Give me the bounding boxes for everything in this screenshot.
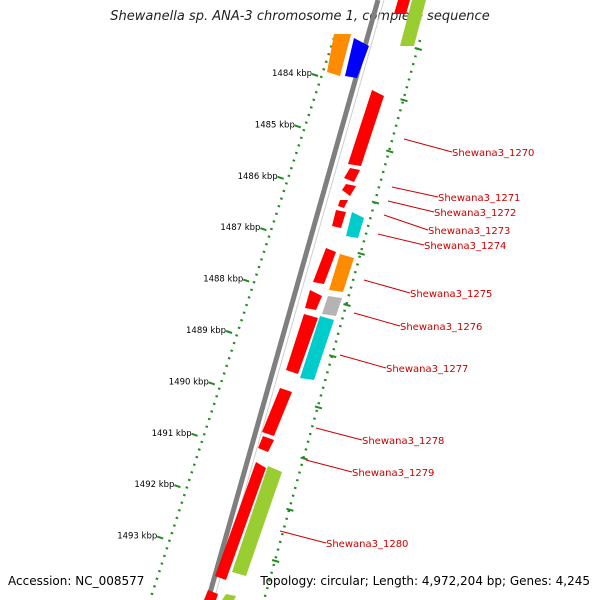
- kbp-label: 1487 kbp: [220, 223, 260, 233]
- kbp-tick: [208, 381, 216, 386]
- cds-shewana3-1279: [215, 462, 266, 580]
- leader-1271: [391, 186, 439, 198]
- inner-tick: [286, 507, 294, 512]
- cds-red-1278b: [258, 436, 274, 452]
- inner-tick: [328, 354, 337, 359]
- gene-label: Shewana3_1277: [386, 364, 468, 375]
- kbp-label: 1490 kbp: [169, 377, 209, 387]
- label-leaders: [279, 138, 453, 544]
- gene-labels: Shewana3_1270 Shewana3_1271 Shewana3_1272 S…: [326, 148, 534, 550]
- leader-1278: [315, 427, 363, 441]
- gene-features: [204, 0, 426, 600]
- inner-tick: [271, 559, 280, 563]
- kbp-tick: [277, 175, 284, 180]
- inner-tick: [314, 405, 323, 410]
- kbp-tick: [294, 124, 302, 129]
- topology-summary: Topology: circular; Length: 4,972,204 bp…: [260, 574, 590, 588]
- kbp-tick: [225, 330, 233, 334]
- cds-shewana3-1272: [342, 184, 356, 196]
- inner-tick: [414, 47, 423, 51]
- leader-1272: [387, 200, 435, 213]
- gene-label: Shewana3_1273: [428, 226, 510, 237]
- cds-red-1276a: [305, 290, 322, 310]
- kbp-tick: [311, 73, 319, 77]
- chromosome-backbone: [205, 0, 381, 600]
- kbp-tick: [156, 535, 164, 540]
- kbp-label: 1488 kbp: [203, 275, 243, 285]
- cds-shewana3-1276: [322, 296, 342, 316]
- cds-shewana3-1278: [262, 388, 292, 436]
- cds-shewana3-1273: [338, 200, 348, 208]
- gene-label: Shewana3_1271: [438, 193, 520, 204]
- gene-label: Shewana3_1280: [326, 539, 408, 550]
- leader-1276: [353, 312, 401, 327]
- inner-tick: [357, 251, 365, 256]
- gene-label: Shewana3_1275: [410, 289, 492, 300]
- inner-tick: [300, 456, 308, 461]
- gene-label: Shewana3_1279: [352, 468, 434, 479]
- leader-1280: [279, 530, 327, 544]
- gene-label: Shewana3_1276: [400, 322, 482, 333]
- gene-label: Shewana3_1278: [362, 436, 444, 447]
- leader-1274: [377, 233, 425, 246]
- cds-red-1275a: [313, 248, 336, 284]
- kbp-tick: [242, 278, 250, 283]
- inner-track-ticks: [271, 47, 423, 563]
- cds-shewana3-1270: [348, 90, 384, 166]
- inner-tick: [385, 149, 394, 154]
- inner-scale-track: [262, 39, 422, 600]
- leader-1270: [403, 138, 453, 153]
- kbp-tick: [260, 227, 267, 232]
- gene-label: Shewana3_1274: [424, 241, 506, 252]
- cds-orange-1: [327, 34, 351, 76]
- cds-green-top: [400, 0, 426, 46]
- cds-shewana3-1274: [346, 212, 364, 238]
- kbp-label: 1493 kbp: [117, 532, 157, 542]
- cds-shewana3-1271: [344, 168, 360, 182]
- cds-shewana3-1280: [232, 466, 282, 576]
- cds-green-bottom: [222, 594, 236, 600]
- kbp-tick: [191, 432, 198, 437]
- cds-shewana3-1275: [329, 254, 354, 292]
- kbp-label: 1489 kbp: [186, 326, 226, 336]
- gene-label: Shewana3_1270: [452, 148, 534, 159]
- inner-tick: [400, 98, 408, 103]
- inner-tick: [343, 303, 351, 307]
- kbp-label: 1485 kbp: [255, 120, 295, 130]
- cds-red-1277a: [286, 314, 318, 374]
- accession-text: Accession: NC_008577: [8, 574, 145, 588]
- cds-shewana3-1277: [300, 316, 334, 380]
- leader-1273: [383, 214, 429, 231]
- cds-red-bottom: [204, 590, 218, 600]
- cds-red-1274a: [332, 210, 346, 228]
- cds-blue-1: [345, 38, 369, 78]
- kbp-label: 1484 kbp: [272, 69, 312, 79]
- inner-tick: [371, 200, 380, 205]
- kbp-ticks: 1484 kbp 1485 kbp 1486 kbp 1487 kbp 1488 kbp…: [117, 69, 319, 542]
- gene-label: Shewana3_1272: [434, 208, 516, 219]
- leader-1279: [305, 459, 353, 473]
- kbp-label: 1492 kbp: [134, 480, 174, 490]
- kbp-label: 1491 kbp: [152, 429, 192, 439]
- leader-1275: [363, 279, 411, 294]
- kbp-label: 1486 kbp: [238, 172, 278, 182]
- cds-red-top: [394, 0, 410, 14]
- backbone-shadow: [213, 0, 385, 600]
- leader-1277: [339, 354, 387, 369]
- kbp-tick: [174, 484, 181, 489]
